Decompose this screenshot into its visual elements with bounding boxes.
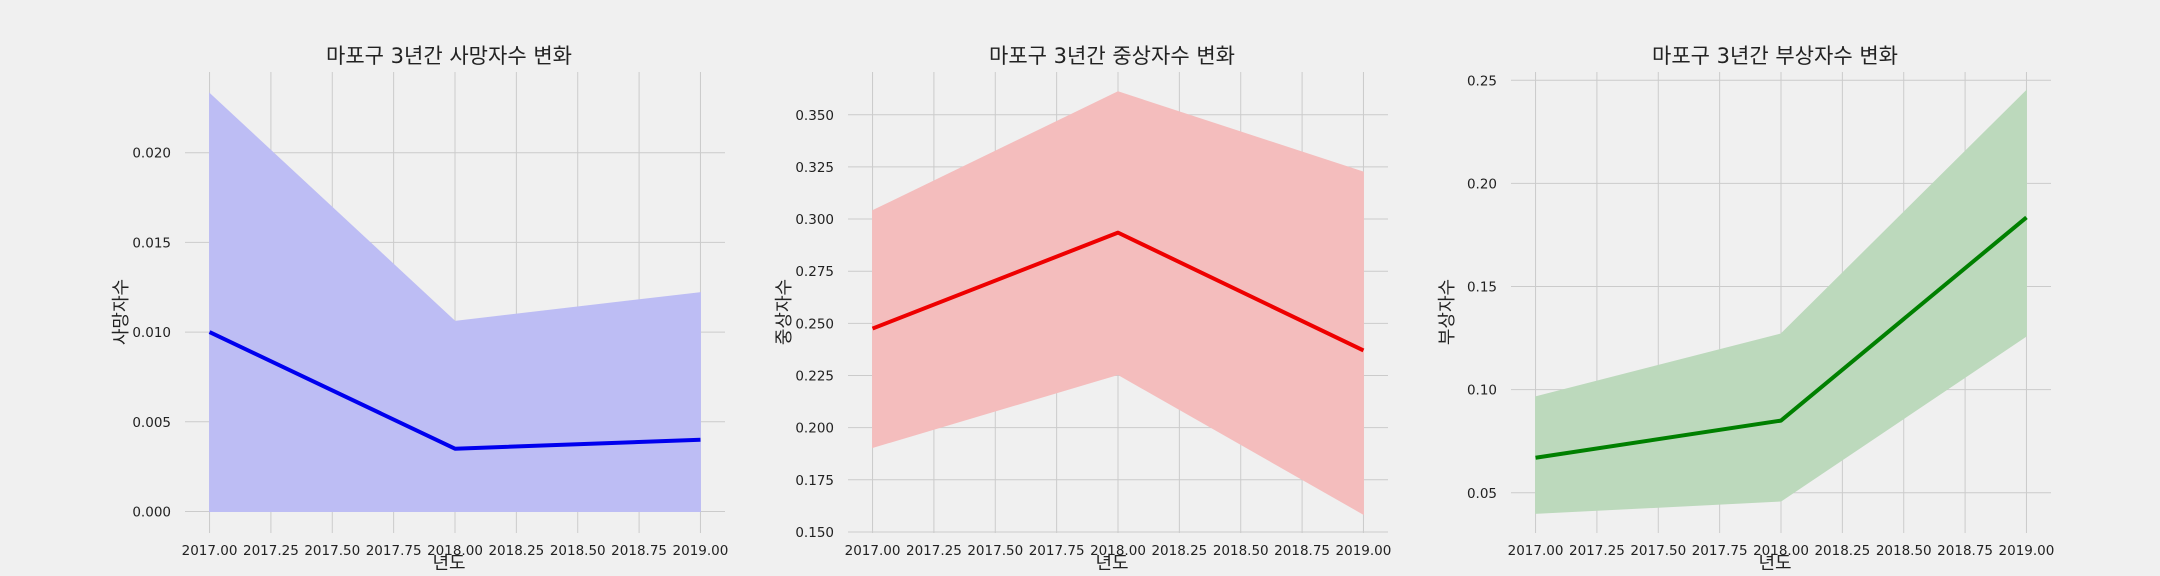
- x-tick-label: 2019.00: [1999, 543, 2055, 559]
- chart-title: 마포구 3년간 부상자수 변화: [1652, 44, 1898, 68]
- y-tick-label: 0.275: [795, 264, 834, 280]
- y-tick-label: 0.325: [795, 160, 834, 176]
- series-line: [208, 330, 701, 451]
- confidence-band: [1535, 89, 2027, 514]
- x-tick-label: 2018.25: [1814, 543, 1870, 559]
- y-tick-label: 0.350: [795, 108, 834, 124]
- x-tick-label: 2018.75: [611, 543, 667, 559]
- y-tick-label: 0.20: [1467, 176, 1497, 192]
- x-tick-label: 2018.75: [1937, 543, 1993, 559]
- chart-deaths: 마포구 3년간 사망자수 변화 년도 사망자수 2017.00 2017.25 20…: [111, 44, 728, 574]
- chart-title: 마포구 3년간 사망자수 변화: [326, 44, 572, 68]
- y-axis-label: 사망자수: [111, 279, 132, 345]
- series-line: [1535, 215, 2028, 460]
- x-tick-label: 2017.75: [1692, 543, 1748, 559]
- y-tick-label: 0.15: [1467, 280, 1497, 296]
- confidence-band: [872, 91, 1364, 516]
- y-axis-label: 중상자수: [774, 279, 795, 345]
- y-tick-label: 0.10: [1467, 383, 1497, 399]
- x-axis-label: 년도: [1095, 553, 1128, 574]
- y-tick-label: 0.020: [132, 146, 171, 162]
- x-tick-label: 2018.25: [1151, 543, 1207, 559]
- x-tick-label: 2017.00: [182, 543, 238, 559]
- y-tick-label: 0.05: [1467, 486, 1497, 502]
- x-tick-label: 2018.50: [1213, 543, 1269, 559]
- x-tick-label: 2017.00: [1508, 543, 1564, 559]
- y-tick-label: 0.015: [132, 235, 171, 251]
- x-tick-label: 2018.50: [1876, 543, 1932, 559]
- x-tick-label: 2017.75: [1029, 543, 1085, 559]
- x-tick-label: 2018.50: [550, 543, 606, 559]
- x-tick-label: 2018.75: [1274, 543, 1330, 559]
- x-tick-label: 2017.00: [845, 543, 901, 559]
- x-tick-label: 2018.00: [1753, 543, 1809, 559]
- x-tick-label: 2017.50: [967, 543, 1023, 559]
- y-tick-label: 0.150: [795, 525, 834, 541]
- x-axis-label: 년도: [1758, 553, 1791, 574]
- y-tick-label: 0.175: [795, 473, 834, 489]
- x-tick-label: 2017.75: [366, 543, 422, 559]
- x-tick-label: 2017.50: [304, 543, 360, 559]
- x-tick-label: 2017.25: [906, 543, 962, 559]
- y-tick-label: 0.005: [132, 415, 171, 431]
- y-tick-label: 0.300: [795, 212, 834, 228]
- x-tick-label: 2018.00: [1090, 543, 1146, 559]
- y-tick-label: 0.225: [795, 369, 834, 385]
- y-tick-label: 0.000: [132, 504, 171, 520]
- series-line: [871, 230, 1365, 353]
- x-tick-label: 2019.00: [673, 543, 729, 559]
- x-tick-label: 2017.25: [243, 543, 299, 559]
- y-tick-label: 0.010: [132, 325, 171, 341]
- y-tick-label: 0.250: [795, 316, 834, 332]
- x-tick-label: 2017.25: [1569, 543, 1625, 559]
- y-tick-label: 0.200: [795, 421, 834, 437]
- chart-injuries: 마포구 3년간 부상자수 변화 년도 부상자수 2017.00 2017.25 20…: [1437, 44, 2054, 574]
- x-tick-label: 2018.00: [427, 543, 483, 559]
- x-tick-label: 2017.50: [1630, 543, 1686, 559]
- chart-title: 마포구 3년간 중상자수 변화: [989, 44, 1235, 68]
- y-tick-label: 0.25: [1467, 73, 1497, 89]
- x-tick-label: 2018.25: [488, 543, 544, 559]
- x-axis-label: 년도: [432, 553, 465, 574]
- confidence-band: [209, 92, 701, 512]
- chart-serious-injuries: 마포구 3년간 중상자수 변화 년도 중상자수 2017.00 2017.25 20…: [774, 44, 1391, 574]
- x-tick-label: 2019.00: [1336, 543, 1392, 559]
- y-axis-label: 부상자수: [1437, 279, 1458, 345]
